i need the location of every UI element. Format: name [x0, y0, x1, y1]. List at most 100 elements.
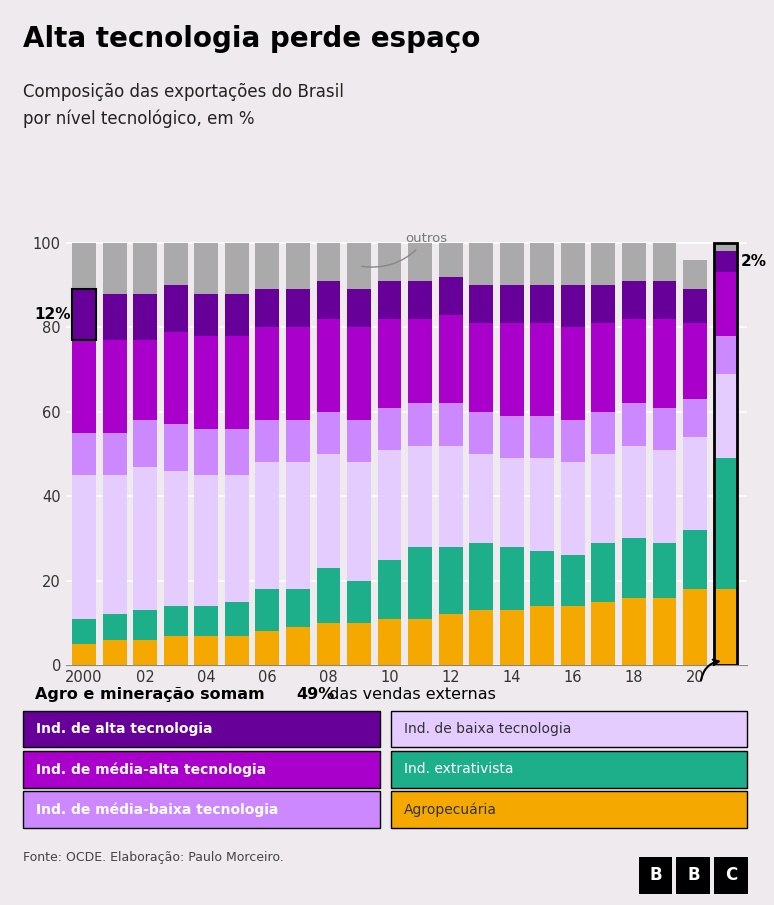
Bar [683, 589, 707, 665]
Bar [652, 450, 676, 543]
Text: Ind. de média-alta tecnologia: Ind. de média-alta tecnologia [36, 762, 266, 776]
Bar [255, 420, 279, 462]
Bar [500, 323, 524, 416]
Text: Alta tecnologia perde espaço: Alta tecnologia perde espaço [23, 25, 481, 53]
Text: 2%: 2% [741, 254, 767, 270]
Bar [378, 319, 402, 407]
Text: das vendas externas: das vendas externas [324, 687, 495, 701]
Text: 12%: 12% [34, 307, 70, 322]
Bar [683, 323, 707, 399]
Bar [500, 416, 524, 458]
Bar [622, 319, 646, 404]
Bar [133, 293, 157, 340]
Bar [286, 589, 310, 627]
Bar [72, 340, 96, 433]
Bar [164, 606, 187, 635]
Bar [225, 243, 248, 293]
Bar [103, 293, 127, 340]
Bar [591, 323, 615, 412]
Bar [133, 610, 157, 640]
Text: C: C [725, 866, 738, 884]
Bar [164, 424, 187, 471]
Bar [469, 285, 493, 323]
Text: 49%: 49% [296, 687, 334, 701]
Bar [164, 635, 187, 665]
Bar [255, 462, 279, 589]
Bar [652, 407, 676, 450]
Bar [500, 547, 524, 610]
Bar [317, 412, 341, 454]
Bar [714, 243, 738, 252]
FancyBboxPatch shape [23, 710, 380, 748]
Bar [683, 290, 707, 323]
Bar [500, 285, 524, 323]
Bar [194, 336, 218, 429]
Bar [439, 547, 463, 614]
Bar [622, 281, 646, 319]
Bar [255, 290, 279, 328]
Bar [530, 416, 554, 458]
Bar [133, 640, 157, 665]
Bar [683, 260, 707, 290]
Bar [194, 293, 218, 336]
Bar [225, 429, 248, 475]
Bar [317, 281, 341, 319]
Bar [225, 475, 248, 602]
Bar [622, 597, 646, 665]
Bar [439, 277, 463, 315]
Bar [591, 243, 615, 285]
Bar [652, 319, 676, 407]
Bar [317, 623, 341, 665]
Bar [317, 454, 341, 568]
Bar [500, 243, 524, 285]
Bar [286, 290, 310, 328]
Bar [317, 568, 341, 623]
Bar [286, 627, 310, 665]
Bar [194, 635, 218, 665]
Bar [652, 597, 676, 665]
Bar [255, 243, 279, 290]
Bar [225, 635, 248, 665]
Bar [408, 619, 432, 665]
Bar [408, 281, 432, 319]
Bar [378, 243, 402, 281]
Text: outros: outros [361, 233, 447, 267]
Bar [714, 374, 738, 458]
Bar [194, 475, 218, 606]
Bar [622, 445, 646, 538]
FancyBboxPatch shape [391, 791, 747, 828]
Bar [347, 581, 371, 623]
Bar [133, 243, 157, 293]
Bar [72, 243, 96, 290]
Bar [72, 433, 96, 475]
Bar [286, 243, 310, 290]
Bar [622, 538, 646, 597]
Bar [469, 454, 493, 543]
Bar [72, 475, 96, 619]
Bar [683, 530, 707, 589]
Bar [469, 543, 493, 610]
Bar [530, 606, 554, 665]
Bar [469, 323, 493, 412]
Text: Fonte: OCDE. Elaboração: Paulo Morceiro.: Fonte: OCDE. Elaboração: Paulo Morceiro. [23, 851, 284, 863]
Bar [347, 623, 371, 665]
Bar [439, 614, 463, 665]
Text: Ind. de alta tecnologia: Ind. de alta tecnologia [36, 722, 213, 736]
Bar [714, 857, 748, 894]
Bar [652, 543, 676, 597]
Bar [408, 319, 432, 404]
Bar [255, 328, 279, 420]
Text: Ind. de baixa tecnologia: Ind. de baixa tecnologia [404, 722, 571, 736]
Bar [652, 243, 676, 281]
Bar [714, 243, 738, 665]
Bar [347, 328, 371, 420]
Bar [561, 606, 584, 665]
Bar [500, 458, 524, 547]
Bar [103, 243, 127, 293]
Text: Agropecuária: Agropecuária [404, 803, 497, 817]
Bar [103, 475, 127, 614]
Bar [378, 450, 402, 559]
Bar [530, 285, 554, 323]
Bar [683, 399, 707, 437]
FancyBboxPatch shape [23, 751, 380, 787]
